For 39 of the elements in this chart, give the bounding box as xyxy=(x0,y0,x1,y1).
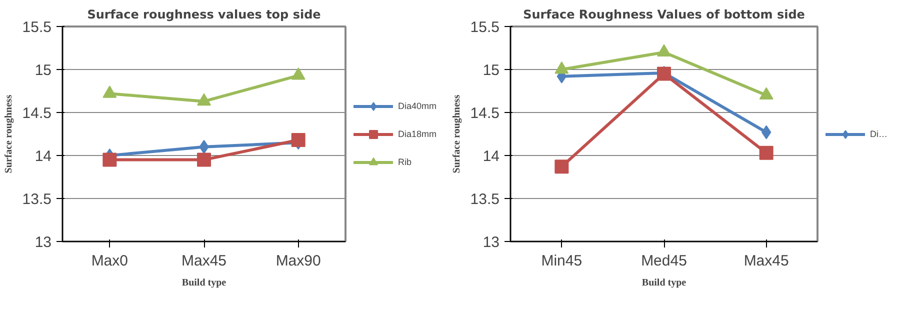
y-tick-label: 15 xyxy=(482,62,500,79)
y-tick-label: 13 xyxy=(482,234,500,251)
x-tick-label: Max90 xyxy=(276,252,321,270)
x-tick-label: Max45 xyxy=(744,252,789,270)
point xyxy=(291,68,306,80)
legend-label: Dia40mm xyxy=(398,100,437,110)
legend-label: Rib xyxy=(398,156,413,166)
y-tick-label: 13.5 xyxy=(470,191,500,208)
y-tick-label: 15.5 xyxy=(470,19,500,36)
chart-title: Surface Roughness Values of bottom side xyxy=(523,8,805,22)
y-tick-label: 15.5 xyxy=(22,19,52,36)
y-tick-label: 13.5 xyxy=(22,191,52,208)
point xyxy=(759,146,774,160)
x-axis-title: Build type xyxy=(642,278,687,288)
x-tick-label: Min45 xyxy=(541,252,582,270)
x-tick-label: Max0 xyxy=(91,252,128,270)
legend-label: Dia18mm xyxy=(398,128,437,138)
x-tick-label: Med45 xyxy=(641,252,687,270)
point xyxy=(554,61,569,74)
x-axis-title: Build type xyxy=(182,278,227,288)
y-axis-title: Surface roughness xyxy=(451,94,462,174)
y-tick-label: 14.5 xyxy=(470,105,500,122)
y-tick-label: 14 xyxy=(34,148,52,165)
legend-label: Di… xyxy=(870,128,888,138)
x-tick-label: Max45 xyxy=(181,252,227,270)
point xyxy=(102,86,117,98)
point xyxy=(759,87,774,100)
point xyxy=(554,160,569,174)
point xyxy=(102,152,117,167)
chart-title: Surface roughness values top side xyxy=(87,8,321,22)
y-tick-label: 13 xyxy=(34,234,52,251)
y-tick-label: 14.5 xyxy=(22,105,52,122)
y-tick-label: 14 xyxy=(482,148,500,165)
point xyxy=(197,93,211,106)
point xyxy=(197,152,211,167)
y-tick-label: 15 xyxy=(34,62,52,79)
point xyxy=(657,44,671,57)
y-axis-title: Surface roughness xyxy=(3,94,14,174)
point xyxy=(291,133,306,148)
